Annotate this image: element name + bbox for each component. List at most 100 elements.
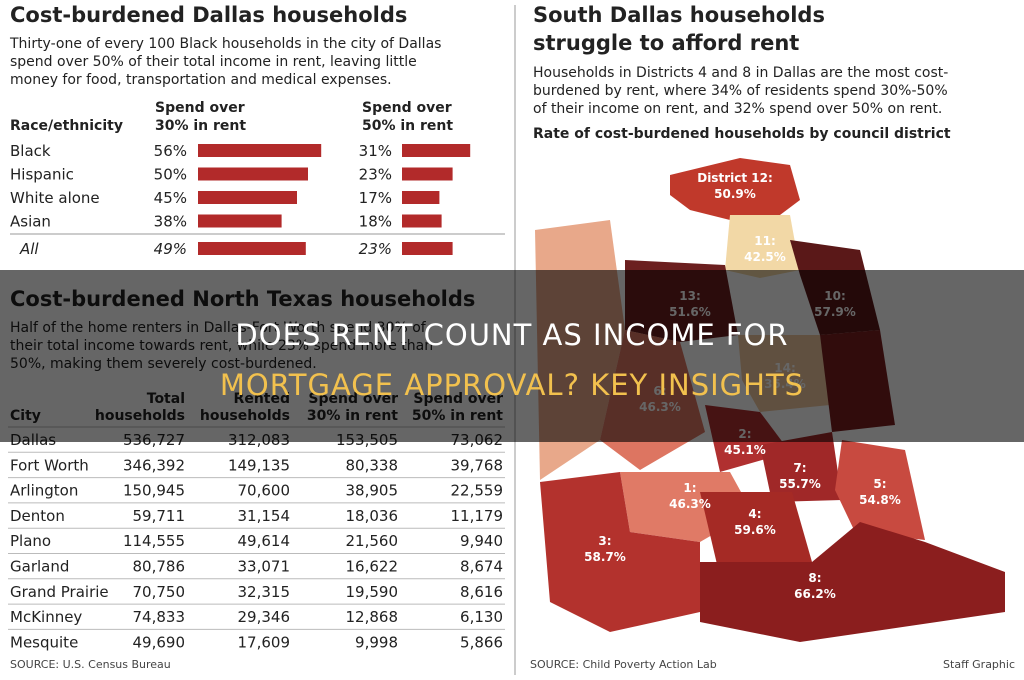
table-cell: 59,711 (133, 507, 186, 525)
overlay-title: MORTGAGE APPROVAL? KEY INSIGHTS (220, 368, 804, 402)
intro-line: Households in Districts 4 and 8 in Dalla… (533, 65, 948, 81)
map-region (700, 492, 812, 577)
table-cell: 22,559 (451, 482, 504, 500)
value-label: 31% (359, 142, 392, 160)
column-header: Spend over (155, 100, 245, 116)
value-label: 17% (359, 189, 392, 207)
map-region (835, 440, 925, 540)
map-region (725, 215, 800, 278)
column-header: 50% in rent (362, 118, 453, 134)
table-cell: 70,750 (133, 583, 186, 601)
table-cell: 38,905 (346, 482, 399, 500)
table-cell: 70,600 (238, 482, 291, 500)
table-cell: 9,998 (355, 633, 398, 651)
value-label: 18% (359, 213, 392, 231)
value-label: 38% (154, 213, 187, 231)
table-cell: Arlington (10, 482, 78, 500)
row-label: All (19, 240, 39, 258)
value-label: 45% (154, 189, 187, 207)
table-cell: 149,135 (228, 456, 290, 474)
district-name: District 12: (697, 171, 773, 185)
row-label: Asian (10, 213, 51, 231)
bar (198, 242, 306, 255)
district-rate: 66.2% (794, 587, 836, 601)
table-cell: 9,940 (460, 532, 503, 550)
value-label: 50% (154, 166, 187, 184)
map-region (540, 472, 700, 632)
map-region (760, 432, 842, 502)
district-rate: 55.7% (779, 477, 821, 491)
table-cell: Garland (10, 558, 69, 576)
overlay-title: DOES RENT COUNT AS INCOME FOR (235, 318, 788, 352)
bar (402, 214, 442, 228)
intro-line: burdened by rent, where 34% of residents… (533, 83, 948, 99)
section-title: South Dallas households (533, 3, 825, 27)
bar (402, 191, 440, 204)
table-cell: 17,609 (238, 633, 291, 651)
district-rate: 42.5% (744, 250, 786, 264)
table-cell: 12,868 (346, 608, 399, 626)
table-cell: 11,179 (451, 507, 504, 525)
table-cell: 18,036 (346, 507, 399, 525)
value-label: 23% (359, 166, 392, 184)
table-cell: Plano (10, 532, 51, 550)
district-name: 8: (808, 571, 821, 585)
table-cell: 114,555 (123, 532, 185, 550)
bar (402, 144, 471, 157)
table-cell: 39,768 (451, 456, 504, 474)
map-subtitle: Rate of cost-burdened households by coun… (533, 126, 951, 142)
district-rate: 59.6% (734, 523, 776, 537)
district-name: 11: (754, 234, 776, 248)
table-cell: 49,690 (133, 633, 186, 651)
table-cell: 21,560 (346, 532, 399, 550)
map-region (700, 522, 1005, 642)
bar (198, 144, 322, 157)
intro-line: spend over 50% of their total income in … (10, 54, 417, 70)
section-title: struggle to afford rent (533, 31, 799, 55)
intro-line: Thirty-one of every 100 Black households… (9, 36, 441, 52)
intro-line: of their income on rent, and 32% spend o… (533, 101, 942, 117)
table-cell: 6,130 (460, 608, 503, 626)
value-label: 49% (154, 240, 187, 258)
row-label: White alone (10, 189, 100, 207)
bar (198, 214, 282, 228)
district-rate: 50.9% (714, 187, 756, 201)
table-cell: 5,866 (460, 633, 503, 651)
district-name: 1: (683, 481, 696, 495)
table-cell: 74,833 (133, 608, 186, 626)
district-rate: 58.7% (584, 550, 626, 564)
table-cell: Fort Worth (10, 456, 89, 474)
overlay-band (0, 270, 1024, 442)
table-cell: 80,786 (133, 558, 186, 576)
table-cell: 8,674 (460, 558, 503, 576)
credit: Staff Graphic (943, 658, 1015, 671)
bar (198, 191, 297, 204)
source: SOURCE: U.S. Census Bureau (10, 658, 171, 671)
table-cell: 16,622 (346, 558, 399, 576)
table-cell: 346,392 (123, 456, 185, 474)
table-cell: Denton (10, 507, 65, 525)
bar (198, 167, 308, 181)
table-cell: McKinney (10, 608, 82, 626)
value-label: 23% (359, 240, 392, 258)
district-rate: 45.1% (724, 443, 766, 457)
district-name: 5: (873, 477, 886, 491)
district-name: 3: (598, 534, 611, 548)
intro-line: money for food, transportation and medic… (10, 72, 392, 88)
value-label: 56% (154, 142, 187, 160)
table-cell: 31,154 (238, 507, 291, 525)
table-cell: Grand Prairie (10, 583, 109, 601)
source: SOURCE: Child Poverty Action Lab (530, 658, 717, 671)
district-rate: 54.8% (859, 493, 901, 507)
table-cell: 80,338 (346, 456, 399, 474)
table-cell: 150,945 (123, 482, 185, 500)
column-header: 30% in rent (155, 118, 246, 134)
column-header: Spend over (362, 100, 452, 116)
table-cell: 8,616 (460, 583, 503, 601)
district-name: 7: (793, 461, 806, 475)
table-cell: 32,315 (238, 583, 291, 601)
row-label: Hispanic (10, 166, 74, 184)
bar (402, 242, 453, 255)
table-cell: Mesquite (10, 633, 78, 651)
